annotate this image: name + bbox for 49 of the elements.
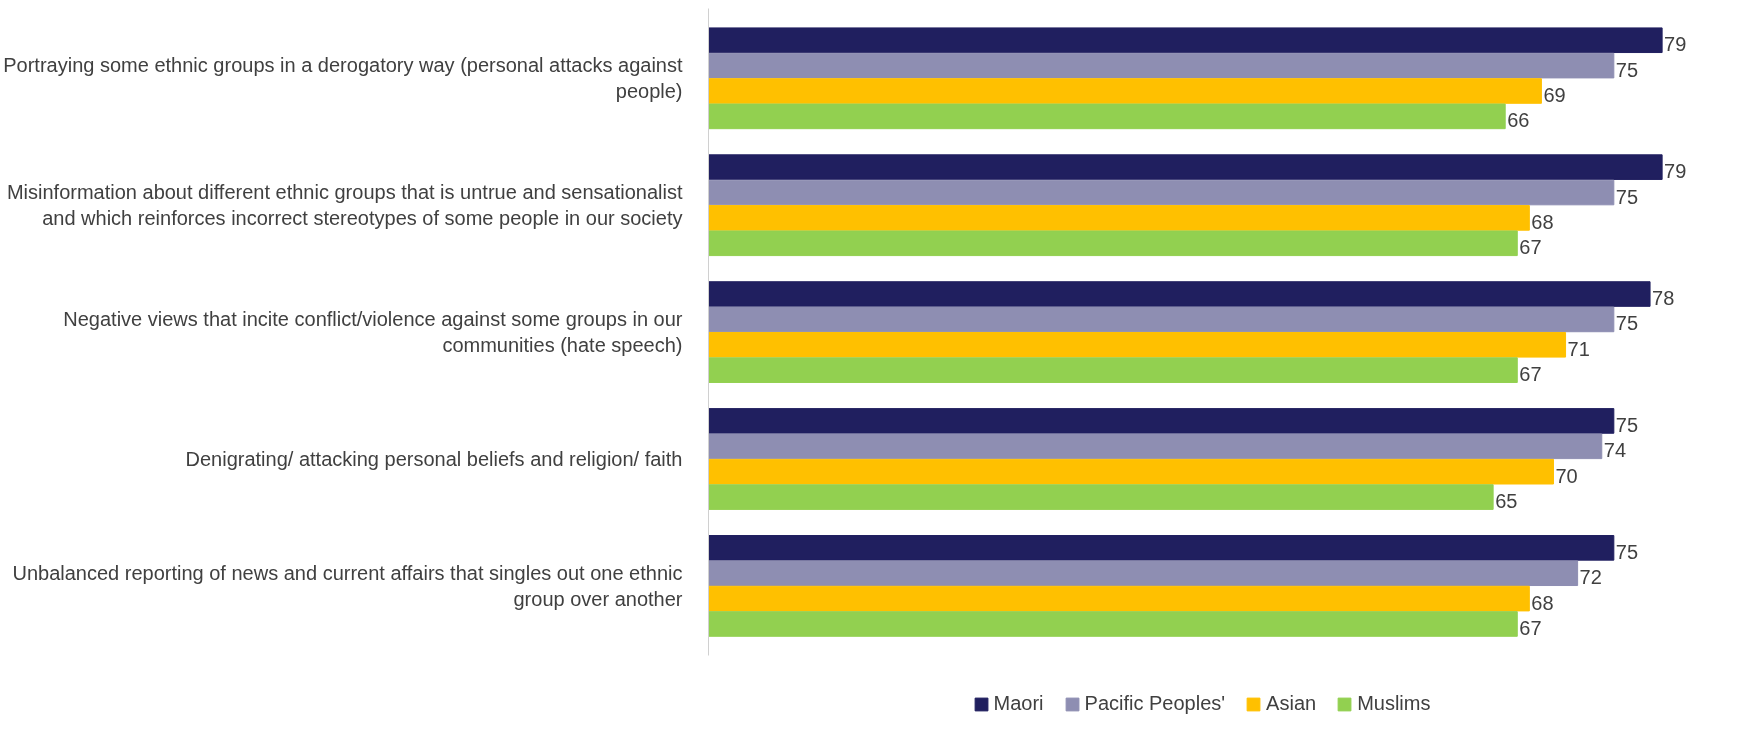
bar <box>708 154 1663 180</box>
bar <box>708 433 1603 460</box>
bar <box>708 52 1615 79</box>
data-label: 75 <box>1615 312 1639 335</box>
y-tick-label: Unbalanced reporting of news and current affairs that singles out one ethnic group over another <box>12 561 683 611</box>
data-label: 75 <box>1615 58 1639 81</box>
data-label: 67 <box>1519 236 1542 259</box>
data-label: 69 <box>1543 83 1566 106</box>
bar <box>708 357 1518 383</box>
bar <box>708 230 1518 257</box>
bar <box>708 78 1542 104</box>
legend-label: Muslims <box>1357 692 1431 715</box>
bar <box>708 281 1651 307</box>
data-label: 75 <box>1615 540 1639 563</box>
bar <box>708 306 1615 333</box>
y-tick-label: Portraying some ethnic groups in a derogatory way (personal attacks against people) <box>3 54 683 103</box>
bar <box>708 611 1518 637</box>
data-label: 75 <box>1615 413 1639 436</box>
data-label: 72 <box>1579 566 1602 589</box>
data-label: 75 <box>1615 185 1639 208</box>
data-label: 71 <box>1567 337 1590 360</box>
y-tick-label: Negative views that incite conflict/violence against some groups in our communities (hate speech) <box>63 307 683 357</box>
y-tick-label: Denigrating/ attacking personal beliefs and religion/ faith <box>185 448 683 470</box>
bar <box>708 585 1530 612</box>
data-label: 68 <box>1531 591 1554 614</box>
bar <box>708 408 1615 434</box>
data-label: 65 <box>1495 490 1518 513</box>
bar <box>708 484 1494 510</box>
y-tick-label: Misinformation about different ethnic groups that is untrue and sensationalist and which reinforces incorrect stereotypes of some people in our society <box>6 181 683 230</box>
bar <box>708 458 1554 485</box>
bar <box>708 205 1530 231</box>
bar <box>708 27 1663 54</box>
bar <box>708 179 1615 206</box>
legend-label: Pacific Peoples' <box>1084 692 1226 715</box>
bar <box>708 103 1506 130</box>
data-label: 78 <box>1652 287 1675 310</box>
data-label: 79 <box>1664 160 1687 183</box>
data-label: 66 <box>1507 109 1530 132</box>
bar <box>708 535 1615 561</box>
data-label: 68 <box>1531 210 1554 233</box>
legend-label: Maori <box>993 692 1044 715</box>
data-label: 70 <box>1555 464 1578 487</box>
bar <box>708 331 1567 358</box>
legend-label: Asian <box>1266 692 1317 715</box>
bar <box>708 560 1579 587</box>
data-label: 79 <box>1664 33 1687 56</box>
data-label: 67 <box>1519 616 1542 639</box>
data-label: 67 <box>1519 363 1542 386</box>
data-label: 74 <box>1603 439 1627 462</box>
